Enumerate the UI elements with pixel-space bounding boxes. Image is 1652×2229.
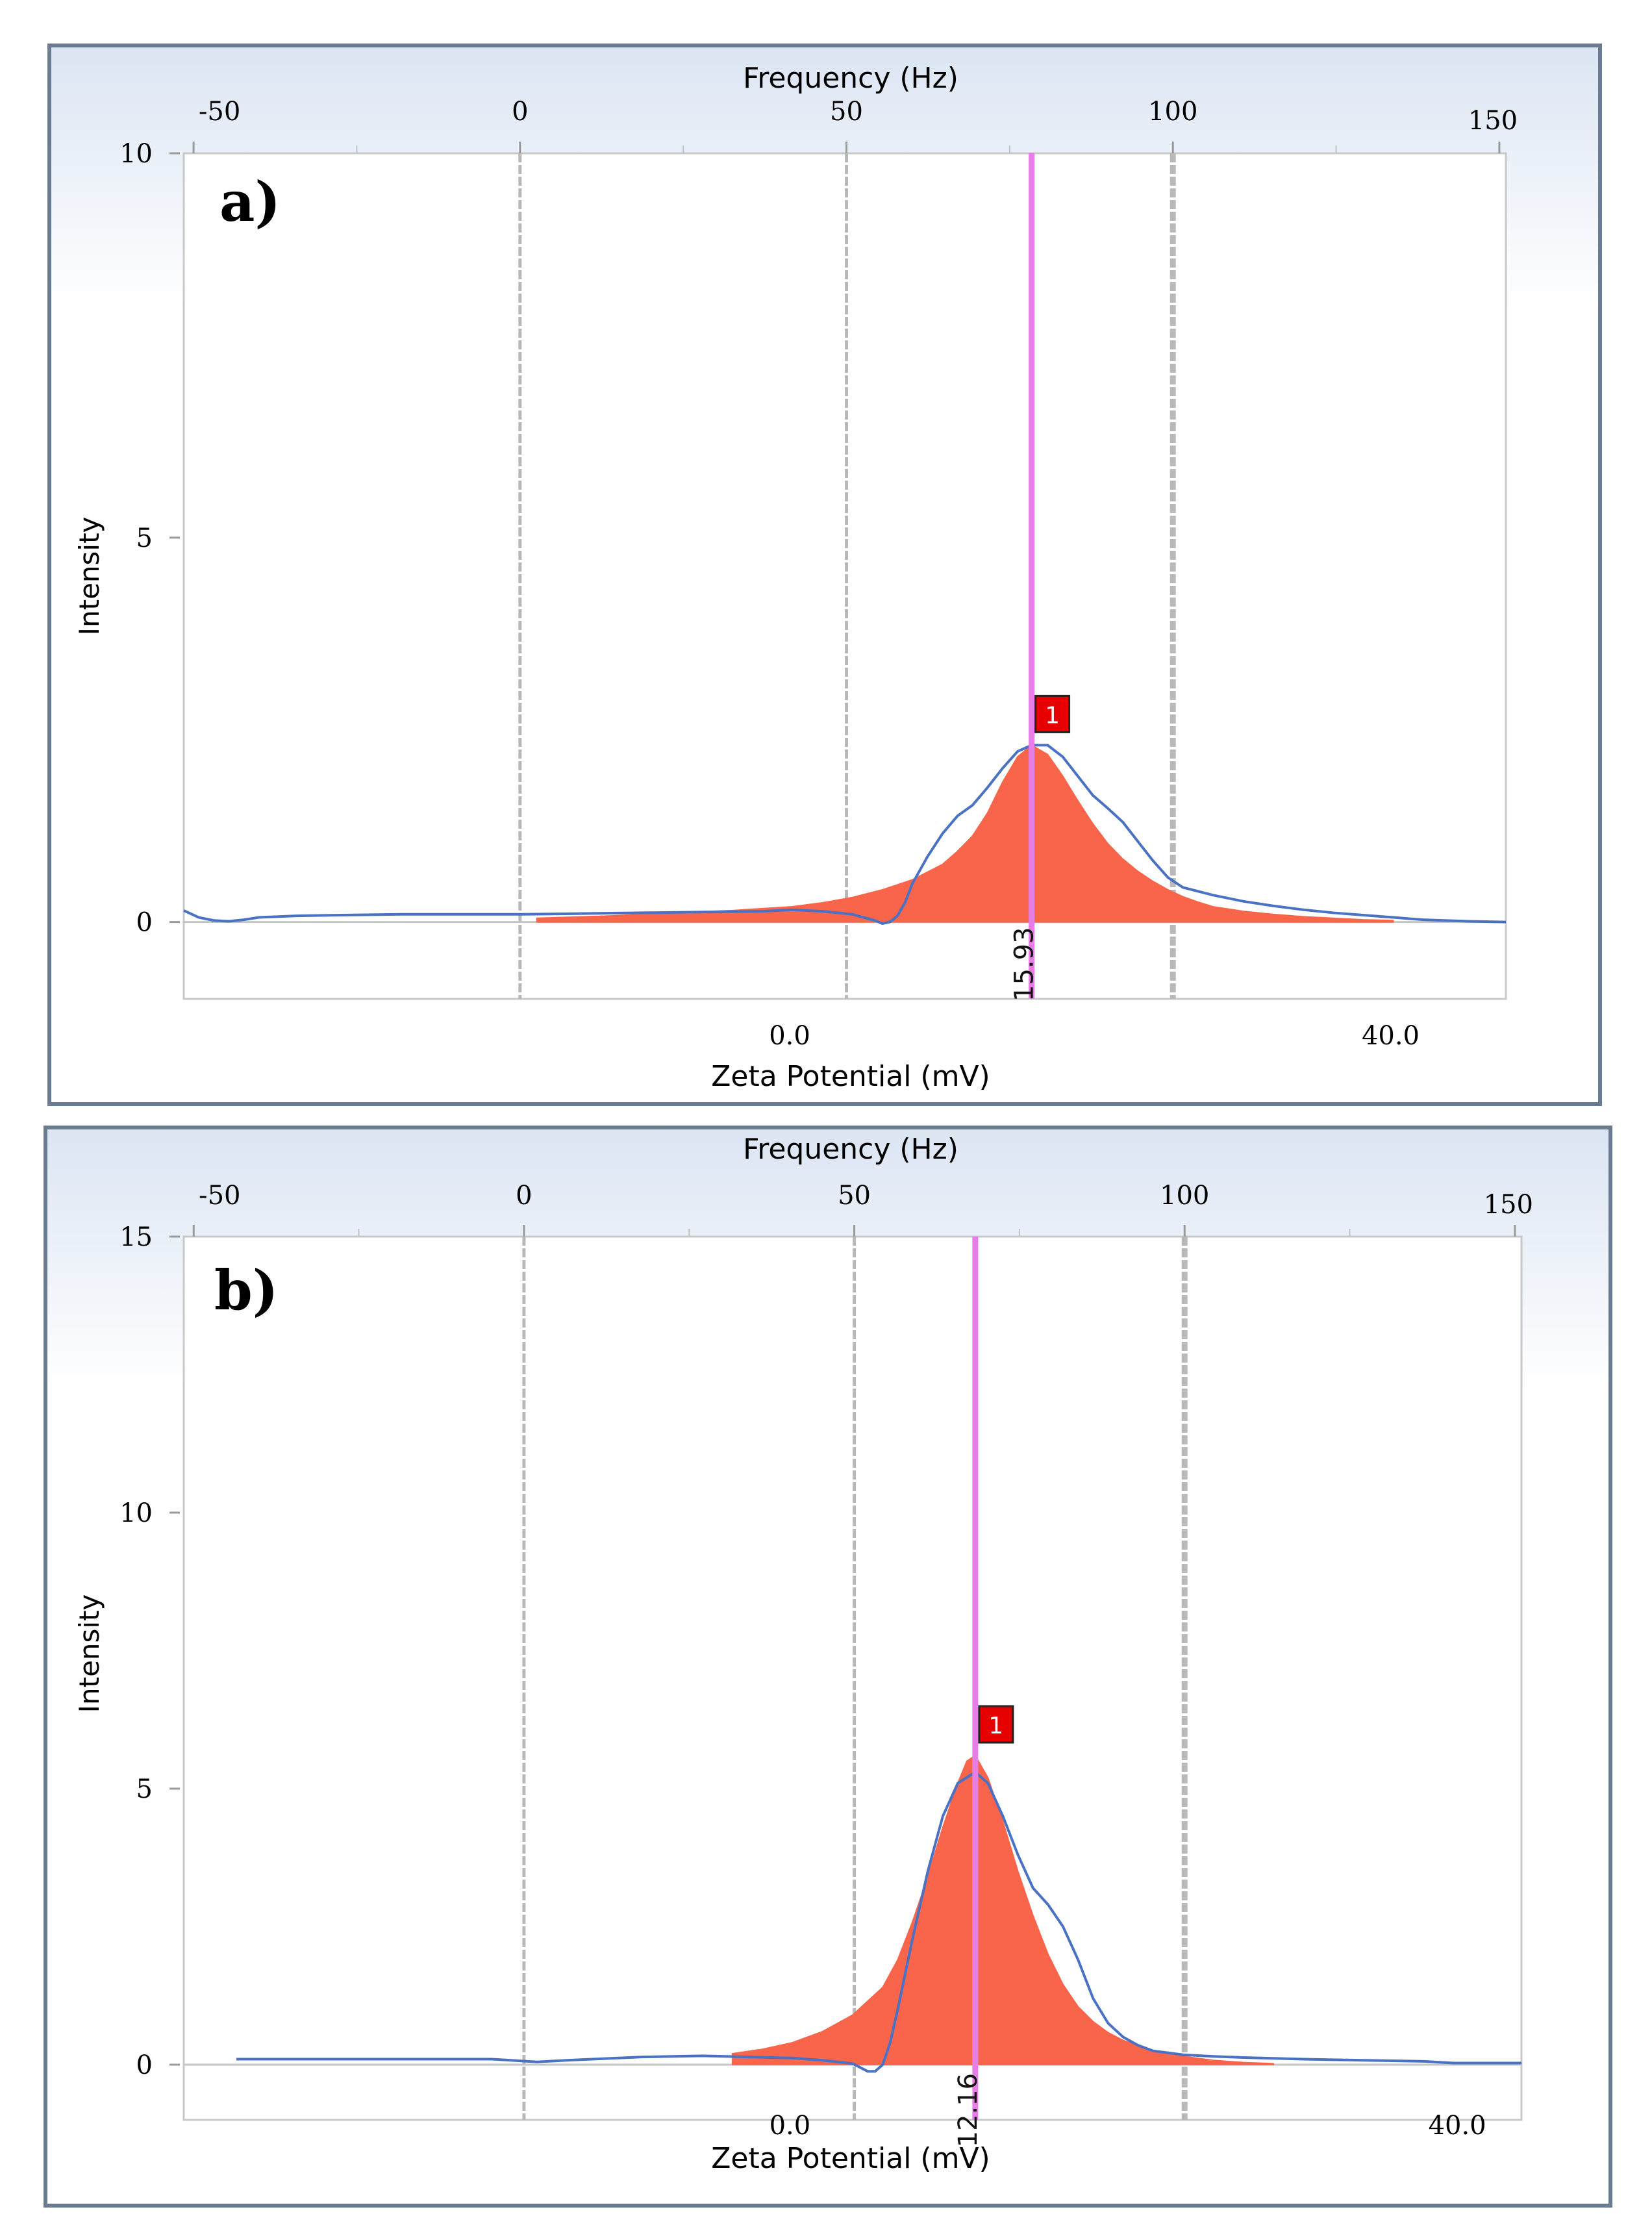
y-axis-title: Intensity [73, 517, 105, 636]
x2-axis-title: Frequency (Hz) [743, 62, 958, 95]
x-tick-label: 0.0 [770, 2111, 811, 2141]
x2-tick-label: 150 [1468, 106, 1518, 136]
x2-tick-label: 100 [1160, 1181, 1209, 1211]
y-tick-label: 5 [136, 523, 153, 553]
x-tick-label: 40.0 [1429, 2111, 1486, 2141]
raw-signal-line [236, 1770, 1521, 2073]
peak-badge [1034, 694, 1071, 733]
y-tick-label: 0 [136, 908, 153, 938]
x2-tick-label: -50 [199, 97, 240, 127]
axes-layer: 0 5 10 0.0 40.0 -50 0 50 100 150 [119, 97, 1518, 1051]
panel-label: b) [214, 1258, 278, 1322]
y-tick-label: 5 [136, 1774, 153, 1804]
y-tick-label: 10 [119, 1498, 153, 1528]
y-tick-label: 10 [119, 139, 153, 169]
distribution-area [731, 1754, 1275, 2065]
x-axis-title: Zeta Potential (mV) [711, 2142, 990, 2175]
raw-signal-line [183, 744, 1507, 926]
plot-area [182, 1235, 1523, 2121]
x-tick-label: 40.0 [1362, 1021, 1420, 1051]
peak-value-label: 15.93 [1010, 927, 1040, 1001]
zeta-chart-panel-a: 15.93 1 0 5 10 0.0 40.0 -50 0 50 100 150 a) Freque… [47, 44, 1602, 1106]
series-layer: 12.16 1 [236, 1237, 1521, 2147]
peak-badge [978, 1705, 1014, 1744]
x2-tick-label: 0 [516, 1181, 532, 1211]
x2-tick-label: -50 [199, 1181, 240, 1211]
x-axis-title: Zeta Potential (mV) [711, 1060, 990, 1093]
y-tick-label: 15 [119, 1222, 153, 1252]
axes-layer: 0 5 10 15 0.0 40.0 -50 0 50 100 150 [119, 1181, 1533, 2141]
distribution-area [536, 744, 1394, 923]
x2-axis-title: Frequency (Hz) [743, 1133, 958, 1166]
y-tick-label: 0 [136, 2050, 153, 2080]
x2-tick-label: 100 [1148, 97, 1197, 127]
x2-tick-label: 50 [830, 97, 863, 127]
series-layer: 15.93 1 [183, 153, 1507, 1001]
peak-badge-number: 1 [988, 1713, 1003, 1739]
y-axis-title: Intensity [73, 1594, 105, 1713]
peak-badge-number: 1 [1045, 702, 1060, 729]
x2-tick-label: 150 [1484, 1190, 1533, 1220]
x2-tick-label: 50 [838, 1181, 871, 1211]
panel-label: a) [219, 170, 281, 234]
peak-value-label: 12.16 [953, 2073, 983, 2148]
plot-area [182, 152, 1507, 1000]
x-tick-label: 0.0 [769, 1021, 810, 1051]
x2-tick-label: 0 [512, 97, 528, 127]
zeta-chart-panel-b: 12.16 1 0 5 10 15 0.0 40.0 -50 0 50 100 150 b) Freq… [44, 1126, 1612, 2208]
